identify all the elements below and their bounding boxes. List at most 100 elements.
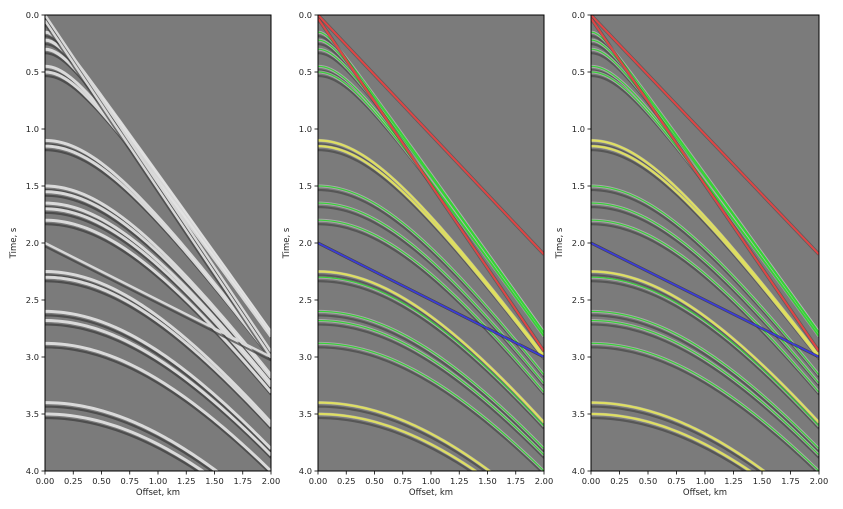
y-tick-label: 1.0 bbox=[299, 124, 312, 134]
x-tick-label: 1.50 bbox=[753, 476, 771, 486]
yellow-pick-1 bbox=[318, 145, 544, 359]
blue-pick-0 bbox=[318, 242, 544, 358]
event-trough-6 bbox=[591, 205, 819, 387]
event-trough-7 bbox=[318, 223, 544, 396]
y-tick-label: 1.5 bbox=[572, 181, 585, 191]
event-hyperbola-5 bbox=[45, 138, 271, 357]
event-linear-1 bbox=[45, 20, 271, 358]
x-tick-label: 0.50 bbox=[365, 476, 383, 486]
event-trough-10 bbox=[318, 323, 544, 459]
green-pick-8 bbox=[591, 276, 819, 427]
event-trough-8 bbox=[591, 280, 819, 430]
yellow-pick-4 bbox=[318, 412, 478, 471]
event-trough-6 bbox=[318, 205, 544, 387]
event-trough-11 bbox=[591, 346, 818, 471]
green-pick-3 bbox=[591, 65, 819, 337]
event-trough-7 bbox=[591, 223, 819, 396]
y-tick-label: 4.0 bbox=[299, 466, 312, 476]
y-tick-label: 3.0 bbox=[572, 352, 585, 362]
y-axis-label: Time, s bbox=[9, 227, 19, 259]
y-tick-label: 1.0 bbox=[572, 124, 585, 134]
y-tick-label: 3.5 bbox=[299, 409, 312, 419]
event-linear-0-trough bbox=[45, 17, 271, 356]
event-hyperbola-15 bbox=[45, 319, 271, 457]
red-pick-0 bbox=[591, 15, 819, 256]
event-hyperbola-13-trough bbox=[45, 280, 271, 430]
event-hyperbola-15-trough bbox=[45, 323, 271, 459]
y-tick-label: 3.5 bbox=[572, 409, 585, 419]
x-axis-label: Offset, km bbox=[683, 488, 727, 498]
x-tick-label: 1.25 bbox=[450, 476, 468, 486]
y-tick-label: 4.0 bbox=[572, 466, 585, 476]
seismic-events-middle bbox=[318, 15, 544, 471]
event-hyperbola-18-trough bbox=[45, 416, 200, 471]
green-pick-10 bbox=[591, 319, 819, 456]
x-tick-label: 0.75 bbox=[121, 476, 139, 486]
green-pick-3 bbox=[318, 65, 544, 337]
seismic-events-left bbox=[45, 15, 271, 471]
green-pick-7 bbox=[318, 219, 544, 393]
event-trough-9 bbox=[318, 314, 544, 453]
y-tick-label: 3.5 bbox=[26, 409, 39, 419]
red-pick-1 bbox=[318, 17, 544, 352]
x-tick-label: 0.75 bbox=[394, 476, 412, 486]
x-tick-label: 0.25 bbox=[64, 476, 82, 486]
x-tick-label: 0.00 bbox=[36, 476, 54, 486]
y-tick-label: 2.5 bbox=[299, 295, 312, 305]
event-trough-15 bbox=[591, 405, 762, 471]
yellow-pick-0 bbox=[318, 139, 544, 357]
event-hyperbola-11 bbox=[45, 218, 271, 394]
x-tick-label: 2.00 bbox=[810, 476, 828, 486]
event-hyperbola-17 bbox=[45, 401, 219, 471]
green-pick-10 bbox=[318, 319, 544, 456]
event-trough-16 bbox=[318, 416, 473, 471]
green-pick-7 bbox=[591, 219, 819, 393]
x-tick-label: 1.00 bbox=[149, 476, 167, 486]
red-pick-1 bbox=[591, 17, 819, 352]
x-axis-label: Offset, km bbox=[136, 488, 180, 498]
x-tick-label: 1.00 bbox=[422, 476, 440, 486]
y-tick-label: 2.0 bbox=[299, 238, 312, 248]
x-axis-label: Offset, km bbox=[409, 488, 453, 498]
event-hyperbola-12 bbox=[45, 270, 271, 424]
y-tick-label: 1.5 bbox=[26, 181, 39, 191]
event-linear-1-trough bbox=[45, 23, 271, 361]
y-tick-label: 1.5 bbox=[299, 181, 312, 191]
x-tick-label: 1.75 bbox=[507, 476, 525, 486]
y-tick-label: 3.0 bbox=[26, 352, 39, 362]
event-trough-14 bbox=[318, 274, 544, 426]
event-hyperbola-16-trough bbox=[45, 346, 270, 471]
y-tick-label: 3.0 bbox=[299, 352, 312, 362]
y-tick-label: 2.0 bbox=[572, 238, 585, 248]
event-trough-14 bbox=[591, 274, 819, 426]
green-pick-2 bbox=[591, 48, 819, 334]
event-hyperbola-14-trough bbox=[45, 314, 271, 453]
y-tick-label: 2.5 bbox=[26, 295, 39, 305]
event-hyperbola-17-trough bbox=[45, 405, 214, 471]
y-axis-label: Time, s bbox=[282, 227, 292, 259]
x-tick-label: 2.00 bbox=[262, 476, 280, 486]
blue-pick-0 bbox=[591, 242, 819, 358]
x-tick-label: 0.25 bbox=[337, 476, 355, 486]
x-tick-label: 1.50 bbox=[205, 476, 223, 486]
x-tick-label: 1.75 bbox=[234, 476, 252, 486]
x-tick-label: 1.25 bbox=[177, 476, 195, 486]
y-tick-label: 0.5 bbox=[572, 67, 585, 77]
green-pick-11 bbox=[591, 342, 819, 471]
x-tick-label: 2.00 bbox=[535, 476, 553, 486]
event-trough-10 bbox=[591, 323, 819, 459]
green-pick-8 bbox=[318, 276, 544, 427]
x-tick-label: 1.25 bbox=[724, 476, 742, 486]
event-trough-15 bbox=[318, 405, 487, 471]
x-tick-label: 0.00 bbox=[582, 476, 600, 486]
x-tick-label: 0.00 bbox=[309, 476, 327, 486]
x-tick-label: 0.50 bbox=[92, 476, 110, 486]
y-tick-label: 4.0 bbox=[26, 466, 39, 476]
red-pick-0 bbox=[318, 15, 544, 256]
event-linear-2-trough bbox=[45, 245, 271, 362]
x-tick-label: 0.75 bbox=[667, 476, 685, 486]
y-tick-label: 2.0 bbox=[26, 238, 39, 248]
yellow-pick-4 bbox=[591, 412, 752, 471]
event-linear-0 bbox=[45, 15, 271, 352]
